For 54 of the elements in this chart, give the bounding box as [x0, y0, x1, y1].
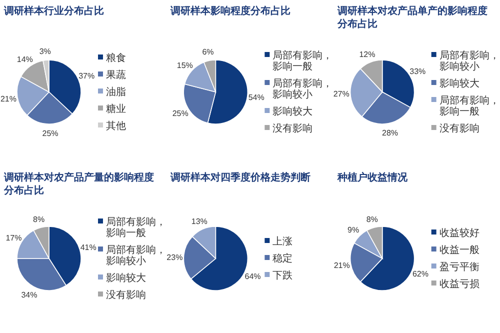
- legend-label: 盈亏平衡: [439, 261, 480, 273]
- legend-label: 局部有影响，影响较小: [272, 78, 333, 100]
- data-label: 62%: [412, 270, 428, 279]
- legend-label: 果蔬: [106, 69, 126, 81]
- legend-label: 糖业: [106, 103, 126, 115]
- legend-label: 影响较大: [106, 272, 146, 284]
- legend-label: 下跌: [272, 270, 293, 282]
- chart-title: 调研样本对农产品单产的影响程度分布占比: [336, 5, 488, 30]
- data-label: 64%: [244, 272, 261, 281]
- data-label: 14%: [16, 54, 33, 64]
- data-label: 27%: [333, 89, 350, 98]
- data-label: 41%: [80, 243, 96, 252]
- data-label: 6%: [202, 48, 214, 57]
- legend-label: 没有影响: [439, 122, 480, 134]
- chart-title: 调研样本影响程度分布占比: [170, 5, 291, 17]
- legend-label: 影响较大: [272, 106, 313, 118]
- data-label: 12%: [359, 50, 376, 59]
- chart-title: 调研样本对四季度价格走势判断: [170, 172, 311, 184]
- data-label: 33%: [410, 67, 426, 76]
- legend-label: 稳定: [272, 252, 293, 264]
- chart-title: 调研样本对农产品产量的影响程度分布占比: [3, 172, 154, 196]
- legend-label: 其他: [106, 120, 126, 132]
- legend-label: 局部有影响，影响较小: [106, 244, 166, 267]
- legend-label: 局部有影响，影响一般: [439, 94, 500, 118]
- legend-label: 收益一般: [439, 244, 480, 256]
- chart-title: 种植户收益情况: [336, 172, 408, 184]
- legend-label: 影响较大: [439, 78, 480, 90]
- legend-label: 局部有影响，影响一般: [272, 50, 333, 72]
- legend-label: 没有影响: [272, 122, 313, 134]
- data-label: 54%: [248, 93, 264, 102]
- data-label: 34%: [21, 290, 38, 300]
- legend-label: 油脂: [106, 86, 126, 98]
- data-label: 8%: [33, 214, 45, 224]
- legend-label: 上涨: [272, 236, 293, 248]
- data-label: 23%: [166, 253, 183, 262]
- legend-label: 粮食: [106, 52, 126, 64]
- data-label: 3%: [39, 47, 51, 56]
- chart-title: 调研样本行业分布占比: [3, 5, 104, 17]
- legend-label: 局部有影响，影响一般: [106, 216, 166, 239]
- legend-label: 收益较好: [439, 227, 480, 239]
- data-label: 37%: [78, 72, 95, 81]
- data-label: 25%: [42, 128, 58, 138]
- data-label: 15%: [176, 60, 193, 70]
- data-label: 13%: [191, 216, 208, 226]
- data-label: 21%: [0, 94, 17, 104]
- legend-label: 局部有影响，影响较小: [439, 50, 500, 72]
- data-label: 21%: [334, 260, 350, 270]
- legend-label: 收益亏损: [439, 278, 480, 290]
- data-label: 8%: [366, 214, 378, 224]
- data-label: 28%: [382, 128, 398, 138]
- data-label: 17%: [6, 234, 22, 243]
- legend-label: 没有影响: [106, 289, 146, 301]
- data-label: 9%: [348, 226, 360, 235]
- data-label: 25%: [172, 108, 188, 118]
